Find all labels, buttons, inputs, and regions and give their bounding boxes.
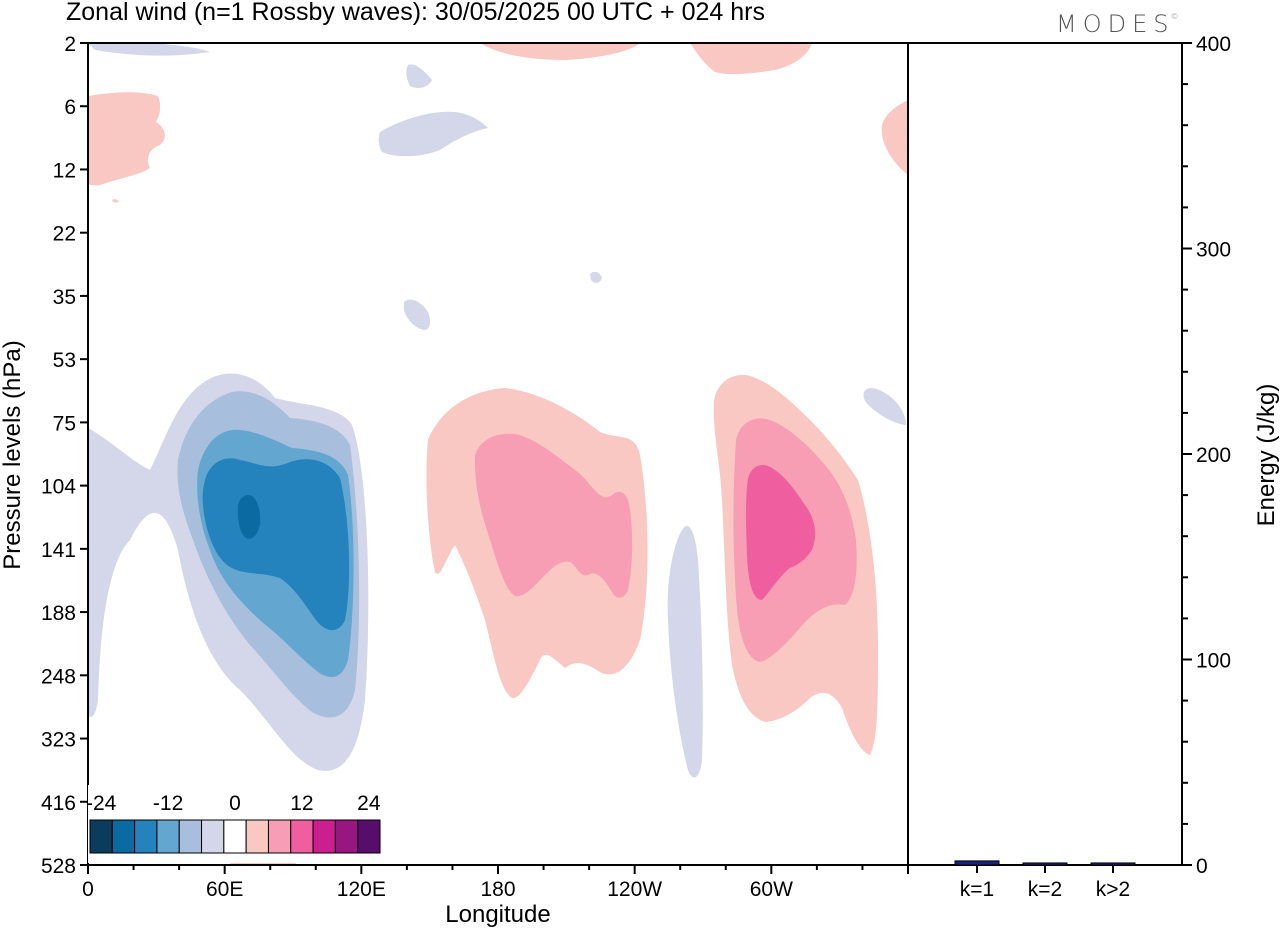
y-tick-label: 141: [41, 539, 76, 562]
y-tick-label: 53: [53, 349, 76, 372]
x-tick-label: 0: [82, 878, 94, 901]
y-tick-label: 22: [53, 223, 76, 246]
energy-tick-label: 100: [1196, 650, 1231, 673]
energy-bar-label: k=1: [960, 878, 994, 901]
colorbar-cell: [334, 819, 359, 854]
x-tick-label: 60W: [750, 878, 793, 901]
y-tick-label: 188: [41, 602, 76, 625]
colorbar-cell: [134, 819, 158, 854]
contour-negative-level-16: [202, 458, 350, 631]
x-axis-title: Longitude: [445, 901, 550, 928]
logo-mark: ©: [1170, 12, 1179, 21]
chart-title: Zonal wind (n=1 Rossby waves): 30/05/202…: [66, 0, 765, 26]
contour-negative-blob: [378, 111, 488, 157]
colorbar-cell: [89, 819, 113, 854]
y-tick-label: 2: [64, 33, 76, 56]
colorbar-tick-label: 24: [357, 792, 381, 815]
energy-bars: [954, 860, 1136, 866]
colorbar-cell: [201, 819, 225, 854]
colorbar-cells: [89, 819, 381, 854]
colorbar-tick-label: 0: [229, 792, 241, 815]
colorbar-cell: [312, 819, 336, 854]
contour-negative-level-20: [237, 495, 261, 539]
x-tick-label: 120E: [337, 878, 386, 901]
colorbar-tick-label: -24: [86, 792, 117, 815]
energy-bar-label: k>2: [1096, 878, 1130, 901]
contour-positive-blob: [690, 43, 812, 75]
energy-axis-tick-labels: 0 100 200 300 400: [1196, 33, 1231, 878]
energy-tick-label: 300: [1196, 239, 1231, 262]
colorbar-cell: [267, 819, 292, 854]
modes-logo: MODES©: [1056, 10, 1182, 38]
colorbar-cell: [223, 819, 247, 854]
energy-tick-label: 200: [1196, 444, 1231, 467]
energy-bar: [1090, 862, 1136, 866]
x-axis-ticks: [87, 865, 909, 874]
logo-text: MODES: [1056, 10, 1175, 38]
contour-fields: [88, 43, 908, 865]
energy-tick-label: 0: [1196, 855, 1208, 878]
energy-axis-title: Energy (J/kg): [1253, 384, 1280, 527]
contour-negative-blob: [590, 271, 602, 283]
y-tick-label: 75: [53, 412, 76, 435]
colorbar-cell: [111, 819, 136, 854]
contour-negative-column: [667, 525, 703, 778]
y-tick-label: 104: [41, 476, 76, 499]
y-axis-tick-labels: 2 6 12 22 35 53 75 104 141 188 248 323 416 528: [41, 33, 76, 878]
energy-tick-label: 400: [1196, 33, 1231, 56]
colorbar-cell: [357, 819, 381, 854]
y-axis-ticks: [80, 42, 88, 866]
y-tick-label: 416: [41, 792, 76, 815]
colorbar-labels: -24 -12 0 12 24: [86, 792, 381, 815]
energy-bar-label: k=2: [1028, 878, 1062, 901]
energy-bar-labels: k=1 k=2 k>2: [960, 865, 1130, 901]
colorbar: -24 -12 0 12 24: [86, 785, 382, 863]
colorbar-cell: [290, 819, 314, 854]
contour-negative-blob: [406, 64, 432, 88]
x-tick-label: 120W: [607, 878, 662, 901]
y-tick-label: 528: [41, 855, 76, 878]
x-tick-label: 180: [480, 878, 515, 901]
x-tick-label: 60E: [206, 878, 243, 901]
contour-negative-blob: [863, 388, 906, 425]
y-tick-label: 12: [53, 159, 76, 182]
contour-positive-blob: [112, 199, 119, 203]
energy-bar: [954, 860, 1000, 866]
y-tick-label: 6: [64, 96, 76, 119]
contour-negative-blob: [88, 43, 210, 56]
energy-plot-frame: [907, 42, 1183, 866]
contour-positive-blob: [881, 100, 908, 175]
colorbar-tick-label: 12: [290, 792, 313, 815]
y-tick-label: 35: [53, 286, 76, 309]
y-tick-label: 248: [41, 665, 76, 688]
y-tick-label: 323: [41, 729, 76, 752]
colorbar-tick-label: -12: [153, 792, 183, 815]
colorbar-cell: [178, 819, 203, 854]
x-axis-tick-labels: 0 60E 120E 180 120W 60W: [82, 878, 793, 901]
colorbar-cell: [156, 819, 180, 854]
y-axis-title: Pressure levels (hPa): [0, 340, 26, 569]
colorbar-cell: [245, 819, 269, 854]
contour-positive-level-12: [746, 465, 816, 600]
contour-positive-level-8: [474, 433, 633, 598]
contour-negative-blob: [404, 299, 431, 330]
contour-positive-blob: [88, 92, 165, 186]
energy-axis-ticks: [1182, 42, 1192, 866]
contour-positive-blob: [480, 43, 640, 60]
energy-bar: [1022, 862, 1068, 866]
